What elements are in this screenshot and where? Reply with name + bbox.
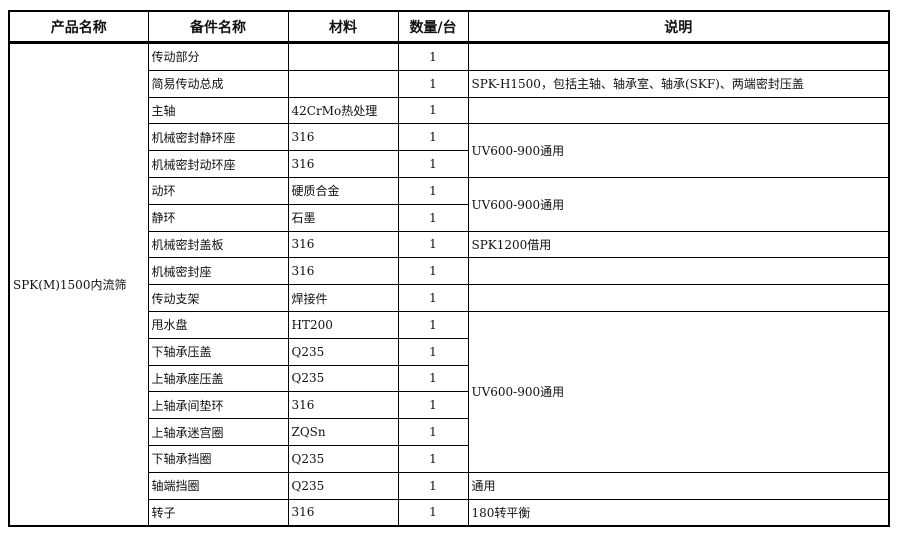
table-row: 动环 硬质合金 1 UV600-900通用 xyxy=(9,176,890,232)
material-cell[interactable] xyxy=(287,42,399,71)
part-name-cell[interactable]: 动环 xyxy=(147,176,289,205)
notes-cell[interactable]: SPK1200借用 xyxy=(467,230,890,259)
header-part: 备件名称 xyxy=(147,10,289,44)
table-row: SPK(M)1500内流筛 传动部分 1 xyxy=(8,42,890,527)
quantity-cell[interactable]: 1 xyxy=(397,364,469,393)
material-cell[interactable]: Q235 xyxy=(287,444,399,473)
header-product: 产品名称 xyxy=(8,10,149,44)
part-name-cell[interactable]: 上轴承座压盖 xyxy=(147,364,289,393)
table-row: 机械密封动环座 316 1 xyxy=(9,150,889,178)
header-notes: 说明 xyxy=(467,10,890,44)
notes-cell[interactable]: UV600-900通用 xyxy=(467,176,890,232)
material-cell[interactable]: 石墨 xyxy=(287,203,399,232)
quantity-cell[interactable]: 1 xyxy=(397,337,469,366)
header-qty: 数量/台 xyxy=(397,10,469,44)
part-name-cell[interactable]: 传动部分 xyxy=(147,42,289,71)
quantity-cell[interactable]: 1 xyxy=(397,203,469,232)
part-name-cell[interactable]: 传动支架 xyxy=(147,284,289,312)
part-name-cell[interactable]: 机械密封座 xyxy=(147,257,289,286)
material-cell[interactable]: 316 xyxy=(287,230,399,259)
part-name-cell[interactable]: 转子 xyxy=(147,498,289,527)
material-cell[interactable]: 316 xyxy=(287,257,399,286)
notes-cell[interactable] xyxy=(467,96,890,125)
table-row: 主轴 42CrMo热处理 1 xyxy=(9,96,890,125)
material-cell[interactable]: 316 xyxy=(287,150,399,178)
quantity-cell[interactable]: 1 xyxy=(397,42,469,71)
material-cell[interactable]: 316 xyxy=(287,498,399,527)
material-cell[interactable]: 焊接件 xyxy=(287,284,399,312)
quantity-cell[interactable]: 1 xyxy=(397,176,469,205)
material-cell[interactable]: 42CrMo热处理 xyxy=(287,96,399,125)
quantity-cell[interactable]: 1 xyxy=(397,150,469,178)
material-cell[interactable]: HT200 xyxy=(287,310,399,339)
material-cell[interactable]: ZQSn xyxy=(287,418,399,446)
quantity-cell[interactable]: 1 xyxy=(397,471,469,500)
table-row: 简易传动总成 1 SPK-H1500，包括主轴、轴承室、轴承(SKF)、两端密封压盖 xyxy=(9,69,890,98)
table-row: 轴端挡圈 Q235 1 通用 xyxy=(9,471,890,500)
header-row: 产品名称 备件名称 材料 数量/台 说明 xyxy=(8,10,890,44)
notes-cell[interactable]: SPK-H1500，包括主轴、轴承室、轴承(SKF)、两端密封压盖 xyxy=(467,69,890,98)
quantity-cell[interactable]: 1 xyxy=(397,310,469,339)
notes-cell[interactable]: UV600-900通用 xyxy=(467,310,890,473)
part-name-cell[interactable]: 主轴 xyxy=(147,96,289,125)
table-row: 甩水盘 HT200 1 UV600-900通用 xyxy=(9,310,890,473)
header-material: 材料 xyxy=(287,10,399,44)
part-name-cell[interactable]: 甩水盘 xyxy=(147,310,289,339)
part-name-cell[interactable]: 静环 xyxy=(147,203,289,232)
table-row: 机械密封静环座 316 1 UV600-900通用 xyxy=(9,123,890,178)
table-row: 转子 316 1 180转平衡 xyxy=(9,498,890,527)
notes-cell[interactable]: 通用 xyxy=(467,471,890,500)
notes-cell[interactable] xyxy=(467,284,890,312)
part-name-cell[interactable]: 机械密封盖板 xyxy=(147,230,289,259)
material-cell[interactable]: Q235 xyxy=(287,337,399,366)
material-cell[interactable]: Q235 xyxy=(287,364,399,393)
part-name-cell[interactable]: 下轴承挡圈 xyxy=(147,444,289,473)
part-name-cell[interactable]: 简易传动总成 xyxy=(147,69,289,98)
quantity-cell[interactable]: 1 xyxy=(397,391,469,420)
product-cell[interactable]: SPK(M)1500内流筛 xyxy=(8,42,149,527)
table-row: 机械密封盖板 316 1 SPK1200借用 xyxy=(9,230,890,259)
table-row: 静环 石墨 1 xyxy=(9,203,889,232)
table-row: 传动支架 焊接件 1 xyxy=(9,284,890,312)
quantity-cell[interactable]: 1 xyxy=(397,257,469,286)
part-name-cell[interactable]: 上轴承迷宫圈 xyxy=(147,418,289,446)
quantity-cell[interactable]: 1 xyxy=(397,123,469,152)
notes-cell[interactable]: 180转平衡 xyxy=(467,498,890,527)
material-cell[interactable]: 硬质合金 xyxy=(287,176,399,205)
quantity-cell[interactable]: 1 xyxy=(397,498,469,527)
notes-cell[interactable]: UV600-900通用 xyxy=(467,123,890,178)
quantity-cell[interactable]: 1 xyxy=(397,230,469,259)
part-name-cell[interactable]: 上轴承间垫环 xyxy=(147,391,289,420)
part-name-cell[interactable]: 机械密封动环座 xyxy=(147,150,289,178)
quantity-cell[interactable]: 1 xyxy=(397,96,469,125)
material-cell[interactable]: 316 xyxy=(287,123,399,152)
part-name-cell[interactable]: 机械密封静环座 xyxy=(147,123,289,152)
quantity-cell[interactable]: 1 xyxy=(397,418,469,446)
table-row: 上轴承座压盖 Q235 1 xyxy=(9,364,889,393)
material-cell[interactable]: Q235 xyxy=(287,471,399,500)
material-cell[interactable] xyxy=(287,69,399,98)
material-cell[interactable]: 316 xyxy=(287,391,399,420)
part-name-cell[interactable]: 下轴承压盖 xyxy=(147,337,289,366)
quantity-cell[interactable]: 1 xyxy=(397,444,469,473)
quantity-cell[interactable]: 1 xyxy=(397,284,469,312)
quantity-cell[interactable]: 1 xyxy=(397,69,469,98)
table-row: 机械密封座 316 1 xyxy=(9,257,890,286)
notes-cell[interactable] xyxy=(467,257,890,286)
part-name-cell[interactable]: 轴端挡圈 xyxy=(147,471,289,500)
notes-cell[interactable] xyxy=(467,42,890,71)
table-row: 上轴承迷宫圈 ZQSn 1 xyxy=(9,418,889,446)
spare-parts-table: 产品名称 备件名称 材料 数量/台 说明 SPK(M)1500内流筛 传动部分 1 简… xyxy=(8,10,890,528)
